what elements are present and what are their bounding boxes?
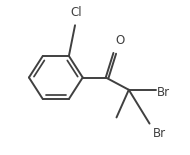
Text: Cl: Cl: [70, 7, 82, 20]
Text: Br: Br: [153, 127, 166, 140]
Text: O: O: [116, 34, 125, 47]
Text: Br: Br: [157, 86, 170, 99]
